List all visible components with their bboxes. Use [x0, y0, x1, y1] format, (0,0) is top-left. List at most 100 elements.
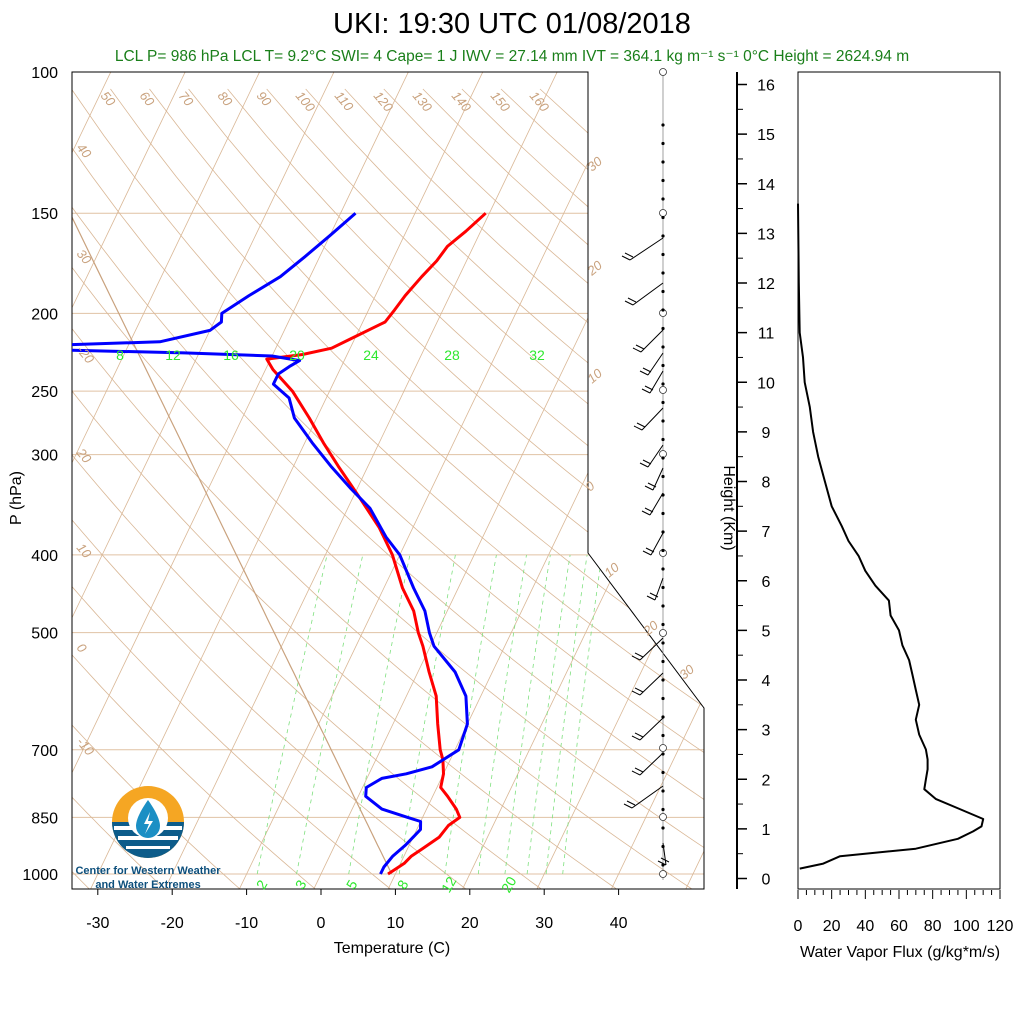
calm-wind-circle: [659, 68, 667, 76]
dry-adiabat-label: 30: [584, 153, 605, 174]
dry-adiabat-label: 10: [601, 559, 622, 580]
level-dot: [661, 252, 665, 257]
flux-tick-label: 100: [953, 918, 980, 935]
dry-adiabat: [149, 88, 704, 889]
level-dot: [661, 511, 665, 516]
wind-barb: [631, 637, 664, 661]
x-tick-label: -20: [161, 915, 184, 932]
level-dot: [661, 548, 665, 553]
mixing-ratio-line: [256, 554, 328, 875]
level-dot: [661, 437, 665, 442]
mixing-ratio-label: 20: [498, 874, 520, 896]
wind-barb: [631, 717, 664, 741]
level-dot: [661, 826, 665, 830]
chart-subtitle: LCL P= 986 hPa LCL T= 9.2°C SWI= 4 Cape=…: [114, 48, 910, 65]
y-tick-label: 200: [31, 306, 58, 323]
height-axis-label: Height (Km): [720, 465, 737, 550]
level-dot: [661, 345, 665, 349]
wind-barb: [633, 407, 664, 431]
dry-adiabat-label: 10: [584, 365, 605, 386]
height-tick-label: 1: [762, 822, 771, 839]
height-tick-label: 15: [757, 127, 775, 144]
wind-barb: [631, 672, 664, 696]
height-tick-label: 3: [762, 723, 771, 740]
isotherm: [72, 72, 418, 889]
x-tick-label: -10: [235, 915, 258, 932]
dry-adiabat: [72, 88, 704, 889]
x-tick-label: 40: [610, 915, 628, 932]
dry-adiabat: [188, 88, 704, 889]
level-dot: [661, 474, 665, 479]
level-dot: [661, 456, 665, 460]
chart-title: UKI: 19:30 UTC 01/08/2018: [333, 8, 691, 40]
level-dot: [661, 530, 665, 534]
dry-adiabat: [72, 88, 469, 889]
mixing-ratio-label: 8: [394, 877, 412, 892]
level-dot: [661, 363, 665, 368]
y-tick-label: 1000: [22, 867, 58, 884]
height-tick-label: 14: [757, 177, 775, 194]
mixing-ratio-line: [504, 554, 551, 875]
mixing-ratio-line: [526, 554, 571, 875]
level-dot: [661, 382, 665, 386]
isotherm: [72, 72, 269, 889]
level-dot: [661, 696, 665, 701]
calm-wind-circle: [659, 870, 667, 878]
dry-adiabat-label: 70: [176, 88, 197, 109]
height-tick-label: 13: [757, 226, 775, 243]
y-axis-label: P (hPa): [8, 471, 25, 525]
dry-adiabat: [72, 88, 704, 889]
level-dot: [661, 308, 665, 312]
calm-wind-circle: [659, 629, 667, 637]
level-dot: [661, 197, 665, 201]
level-dot: [661, 271, 665, 275]
level-dot: [661, 733, 665, 738]
wind-barb: [641, 370, 664, 394]
mixing-ratio-label: 28: [444, 347, 460, 363]
height-tick-label: 12: [757, 276, 775, 293]
dry-adiabat-label: 20: [73, 445, 95, 467]
dry-adiabat-label: 150: [488, 88, 514, 115]
level-dot: [661, 141, 665, 146]
flux-axis-label: Water Vapor Flux (g/kg*m/s): [800, 944, 1000, 961]
flux-tick-label: 120: [987, 918, 1014, 935]
mixing-ratio-line: [444, 554, 497, 875]
flux-tick-label: 0: [794, 918, 803, 935]
dry-adiabat-label: 20: [584, 257, 606, 279]
dry-adiabat-label: 0: [582, 478, 598, 495]
level-dot: [661, 585, 665, 590]
level-dot: [661, 641, 665, 645]
dry-adiabat: [266, 88, 704, 889]
x-tick-label: 30: [535, 915, 553, 932]
dry-adiabat: [72, 88, 167, 889]
dry-adiabat: [72, 88, 620, 889]
height-tick-label: 8: [762, 475, 771, 492]
level-dot: [661, 123, 665, 127]
height-tick-label: 6: [762, 574, 771, 591]
level-dot: [661, 178, 665, 183]
wind-barbs: [621, 68, 670, 880]
x-tick-label: 10: [387, 915, 405, 932]
height-tick-label: 10: [757, 375, 775, 392]
dry-adiabat-label: 80: [215, 88, 236, 109]
mixing-ratio-label: 12: [165, 347, 181, 363]
temperature-profile: [265, 212, 487, 876]
isotherm: [238, 72, 641, 889]
isotherm: [535, 72, 704, 889]
wind-barb: [639, 444, 664, 468]
dry-adiabat-label: 30: [676, 661, 697, 682]
calm-wind-circle: [659, 744, 667, 752]
isotherm: [89, 72, 492, 889]
dry-adiabat-label: 60: [137, 88, 158, 109]
dry-adiabat: [72, 88, 545, 889]
water-vapor-flux-line: [797, 203, 985, 870]
level-dot: [661, 659, 665, 664]
level-dot: [661, 215, 665, 220]
wind-barb: [632, 329, 664, 353]
flux-tick-label: 60: [890, 918, 908, 935]
flux-tick-label: 40: [856, 918, 874, 935]
level-dot: [661, 400, 665, 405]
calm-wind-circle: [659, 813, 667, 821]
mixing-ratio-label: 5: [343, 877, 361, 892]
